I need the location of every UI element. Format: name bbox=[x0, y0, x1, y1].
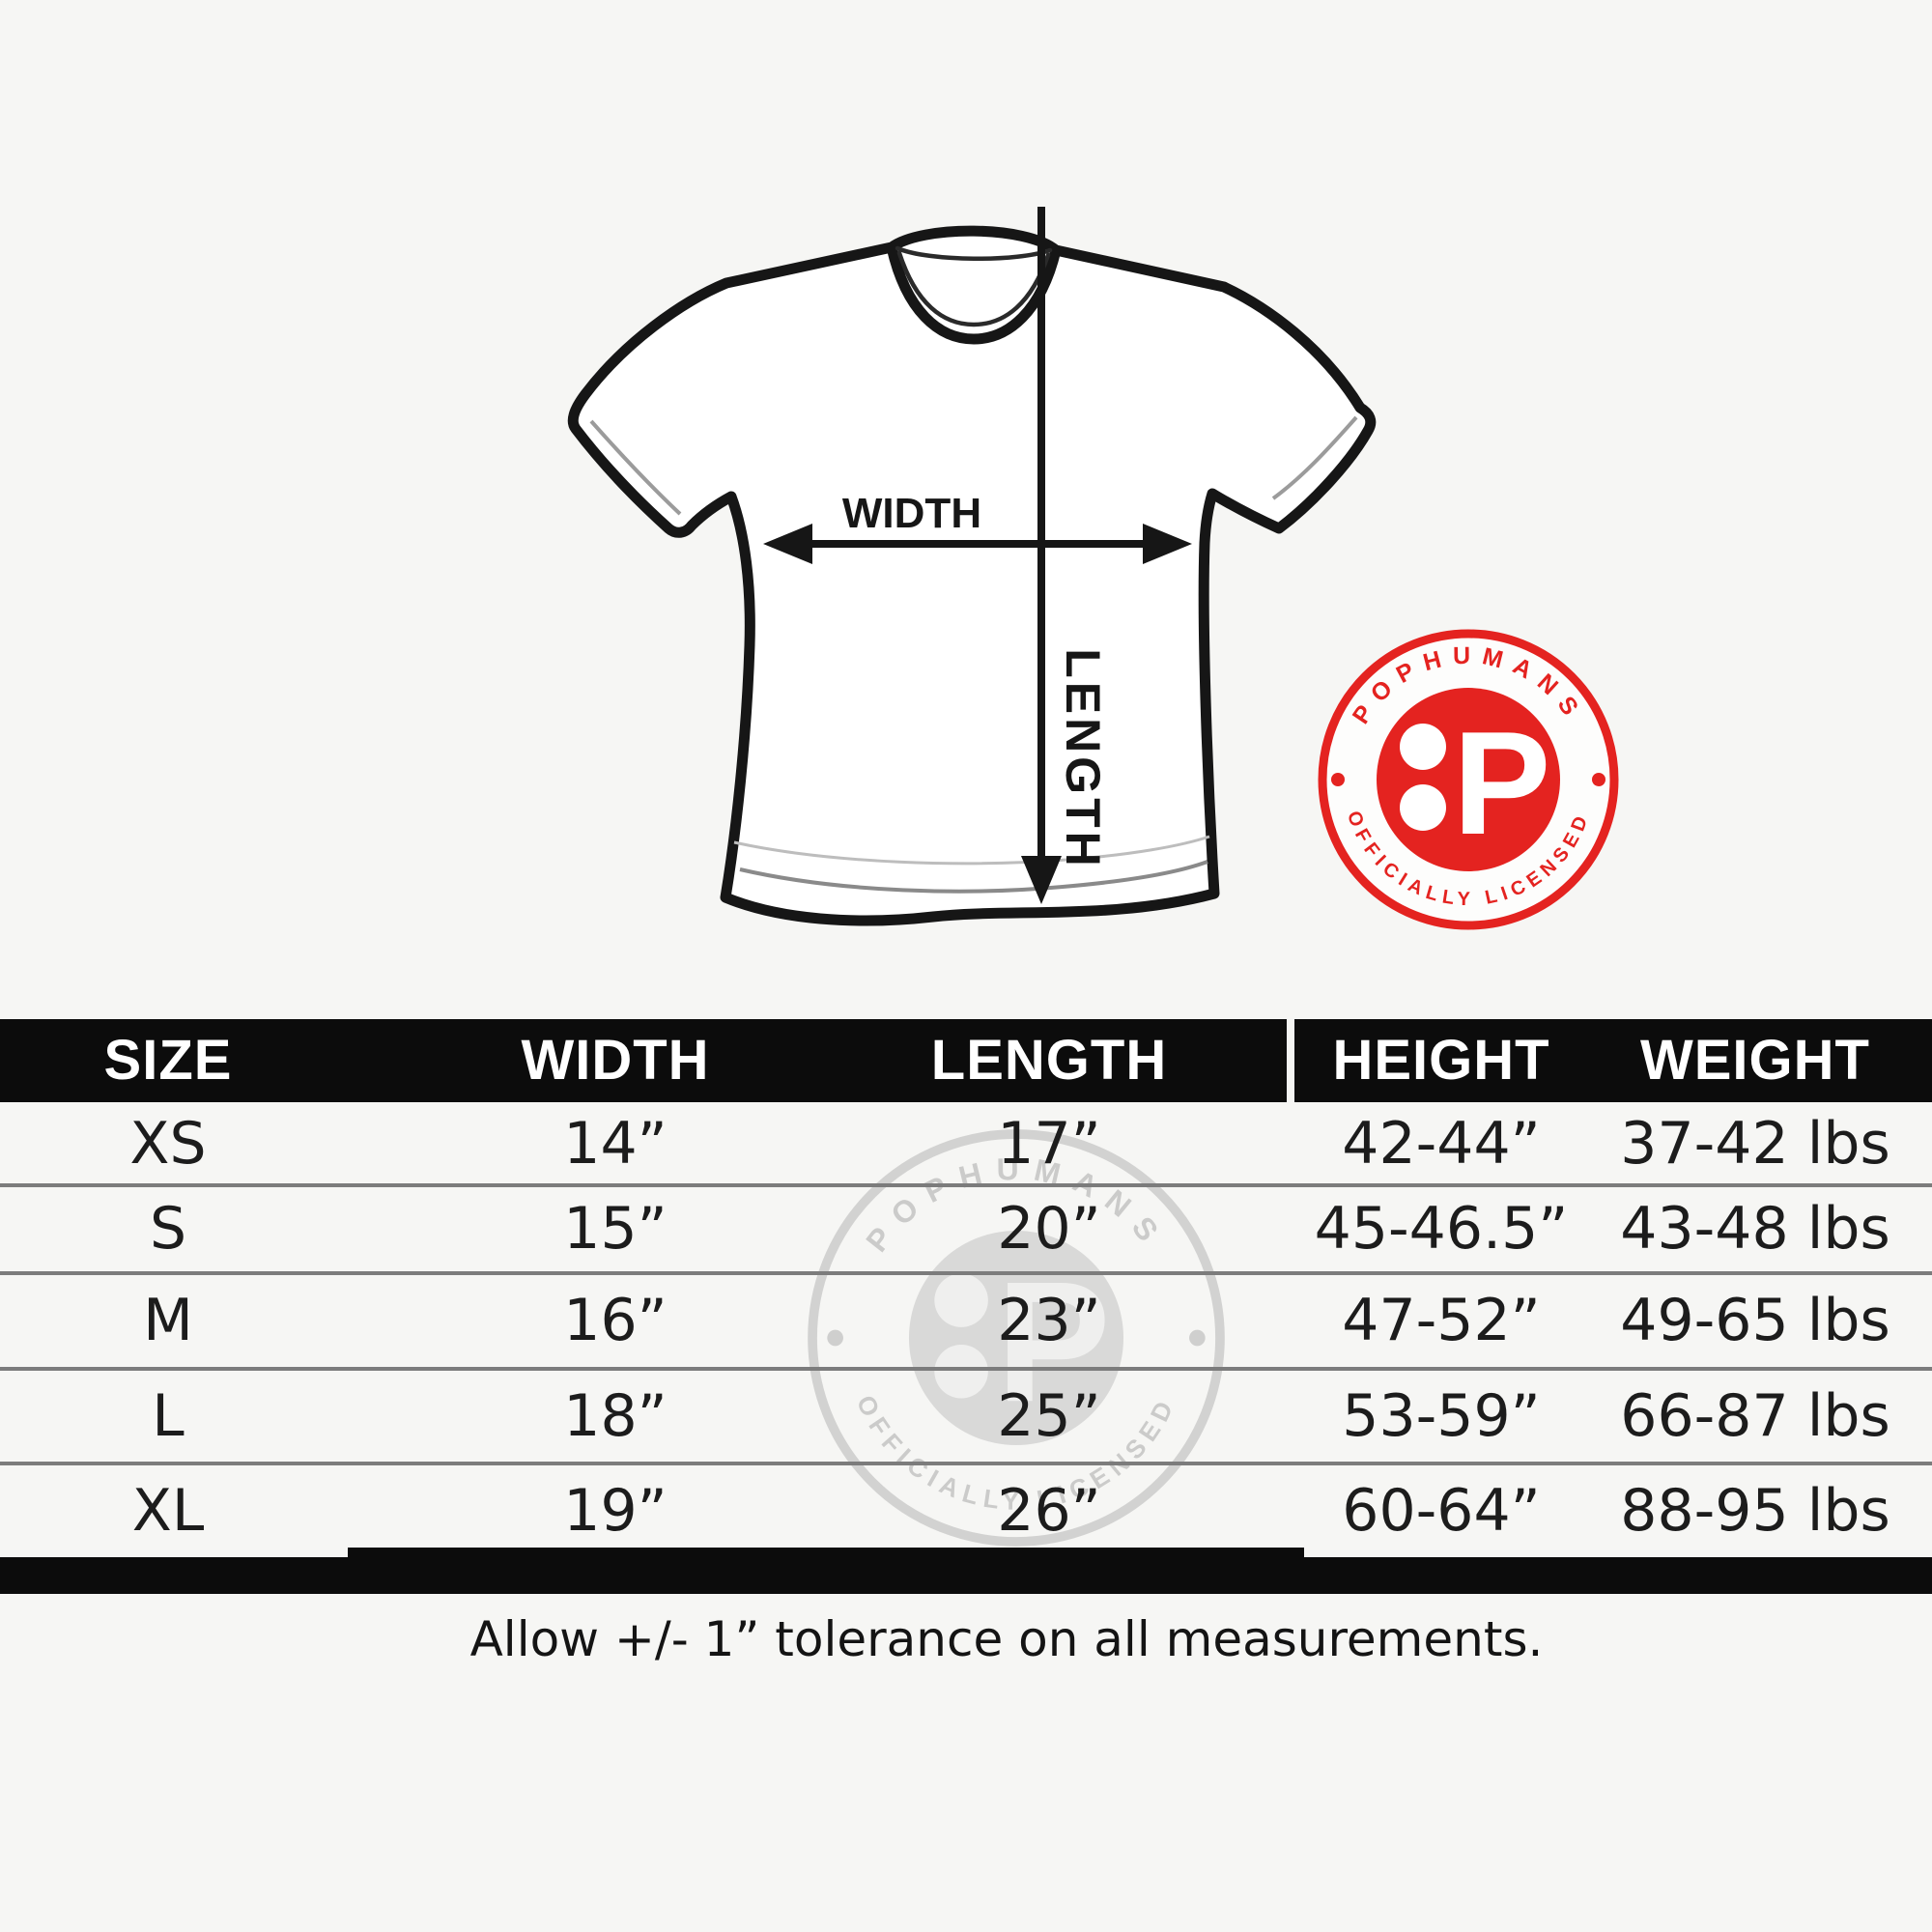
cell-size: XL bbox=[131, 1477, 205, 1545]
cell-weight: 37-42 lbs bbox=[1620, 1110, 1890, 1178]
cell-height: 42-44” bbox=[1342, 1110, 1541, 1178]
cell-width: 18” bbox=[563, 1382, 668, 1450]
length-label: LENGTH bbox=[1056, 648, 1110, 870]
width-arrow-head-left bbox=[763, 524, 812, 564]
cell-length: 25” bbox=[997, 1382, 1101, 1450]
cell-length: 17” bbox=[997, 1110, 1101, 1178]
cell-weight: 66-87 lbs bbox=[1620, 1382, 1890, 1450]
length-arrow-head bbox=[1021, 856, 1062, 904]
watermark-colon-dot-top bbox=[934, 1273, 988, 1327]
cell-size: M bbox=[143, 1287, 193, 1354]
row-divider bbox=[0, 1462, 1932, 1465]
width-arrow-head-right bbox=[1143, 524, 1192, 564]
width-label: WIDTH bbox=[842, 490, 981, 537]
table-row-l: L 18” 25” 53-59” 66-87 lbs bbox=[0, 1371, 1932, 1462]
pophumans-badge: P POPHUMANS OFFICIALLY LICENSED bbox=[1318, 629, 1619, 930]
tolerance-note: Allow +/- 1” tolerance on all measuremen… bbox=[469, 1611, 1544, 1667]
watermark-colon-dot-bottom bbox=[934, 1344, 988, 1399]
cell-size: L bbox=[152, 1382, 185, 1450]
cell-height: 53-59” bbox=[1342, 1382, 1541, 1450]
header-bar-right bbox=[1294, 1019, 1932, 1102]
bottom-bar bbox=[0, 1557, 1932, 1594]
collar-inner-seam bbox=[896, 250, 1051, 327]
col-header-weight: WEIGHT bbox=[1640, 1029, 1870, 1092]
cell-height: 47-52” bbox=[1342, 1287, 1541, 1354]
watermark-dot-right bbox=[1189, 1329, 1206, 1347]
watermark-outer-ring bbox=[808, 1129, 1225, 1547]
table-row-s: S 15” 20” 45-46.5” 43-48 lbs bbox=[0, 1187, 1932, 1271]
collar-back-seam bbox=[895, 245, 1053, 262]
col-header-width: WIDTH bbox=[521, 1029, 710, 1092]
cell-width: 19” bbox=[563, 1477, 668, 1545]
badge-colon-dot-bottom bbox=[1400, 784, 1446, 831]
table-row-xl: XL 19” 26” 60-64” 88-95 lbs bbox=[0, 1465, 1932, 1557]
badge-dot-right bbox=[1592, 773, 1605, 786]
cell-width: 15” bbox=[563, 1195, 668, 1263]
col-header-height: HEIGHT bbox=[1332, 1029, 1550, 1092]
bottom-bar-sliver bbox=[348, 1548, 1304, 1559]
cell-length: 20” bbox=[997, 1195, 1101, 1263]
cell-weight: 43-48 lbs bbox=[1620, 1195, 1890, 1263]
hem-stitch-1 bbox=[739, 860, 1208, 894]
watermark-monogram: P bbox=[996, 1245, 1110, 1437]
tshirt-outline bbox=[567, 225, 1377, 926]
badge-monogram: P bbox=[1453, 701, 1550, 866]
cell-width: 16” bbox=[563, 1287, 668, 1354]
header-bar-gap bbox=[1287, 1019, 1294, 1102]
cell-weight: 88-95 lbs bbox=[1620, 1477, 1890, 1545]
col-header-length: LENGTH bbox=[930, 1029, 1168, 1092]
cell-size: XS bbox=[129, 1110, 207, 1178]
row-divider bbox=[0, 1271, 1932, 1275]
tshirt-diagram: WIDTH LENGTH bbox=[567, 207, 1377, 926]
cell-length: 26” bbox=[997, 1477, 1101, 1545]
col-header-size: SIZE bbox=[103, 1029, 233, 1092]
right-cuff-stitch bbox=[1271, 415, 1358, 500]
table-row-m: M 16” 23” 47-52” 49-65 lbs bbox=[0, 1275, 1932, 1367]
row-divider bbox=[0, 1367, 1932, 1371]
header-bar-left bbox=[0, 1019, 1287, 1102]
badge-colon-dot-top bbox=[1400, 724, 1446, 770]
badge-dot-left bbox=[1331, 773, 1345, 786]
cell-width: 14” bbox=[563, 1110, 668, 1178]
cell-length: 23” bbox=[997, 1287, 1101, 1354]
table-row-xs: XS 14” 17” 42-44” 37-42 lbs bbox=[0, 1102, 1932, 1185]
cell-height: 60-64” bbox=[1342, 1477, 1541, 1545]
left-cuff-stitch bbox=[589, 419, 682, 516]
cell-height: 45-46.5” bbox=[1314, 1195, 1569, 1263]
cell-weight: 49-65 lbs bbox=[1620, 1287, 1890, 1354]
watermark-badge: P POPHUMANS OFFICIALLY LICENSED bbox=[808, 1129, 1225, 1547]
cell-size: S bbox=[149, 1195, 187, 1263]
watermark-dot-left bbox=[827, 1329, 843, 1347]
row-divider bbox=[0, 1183, 1932, 1187]
